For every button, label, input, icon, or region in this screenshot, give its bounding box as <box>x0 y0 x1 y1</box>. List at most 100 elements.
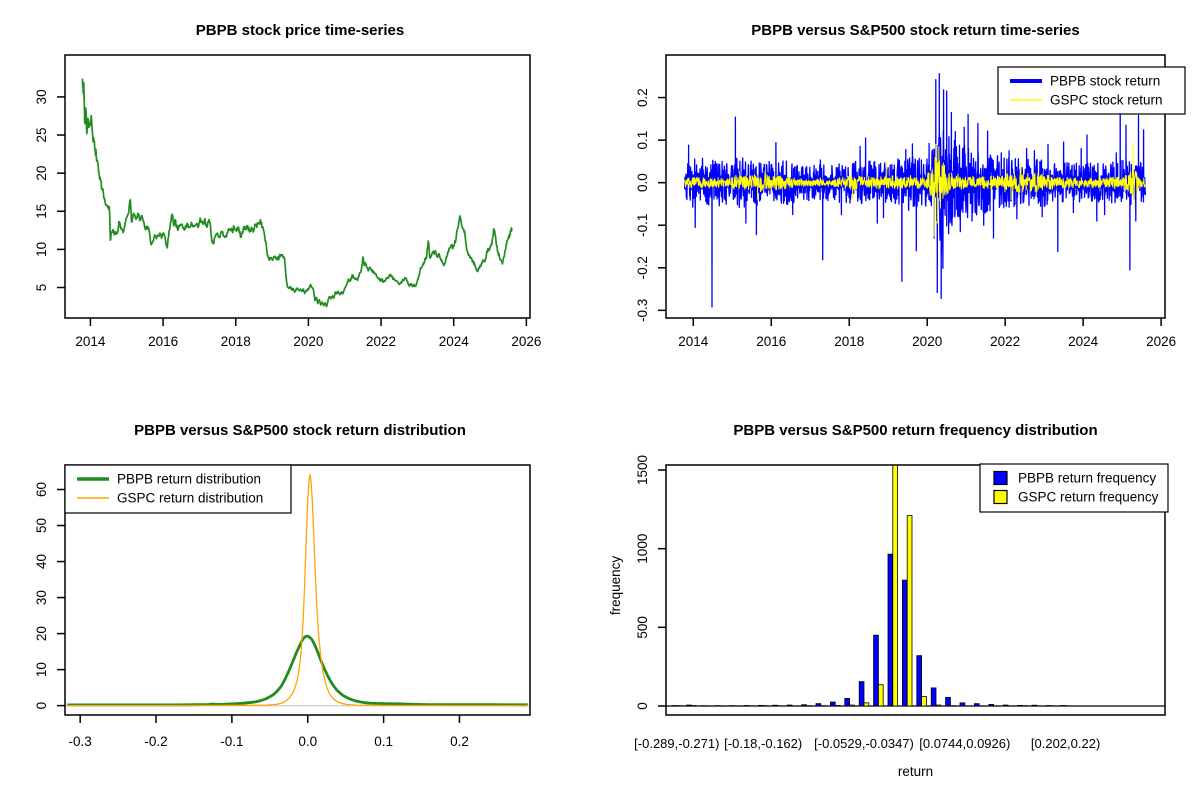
svg-text:0.2: 0.2 <box>635 88 650 107</box>
returns-chart-title: PBPB versus S&P500 stock return time-ser… <box>751 22 1080 39</box>
svg-text:[0.0744,0.0926): [0.0744,0.0926) <box>919 736 1010 751</box>
svg-text:-0.1: -0.1 <box>635 214 650 237</box>
bin-labels: [-0.289,-0.271) [-0.18,-0.162) [-0.0529,-0… <box>634 736 1100 751</box>
svg-text:[-0.289,-0.271): [-0.289,-0.271) <box>634 736 719 751</box>
bar <box>930 687 937 707</box>
bar <box>877 684 884 707</box>
bar <box>786 704 793 707</box>
x-axis: 2014 2016 2018 2020 2022 2024 2026 <box>75 318 541 349</box>
legend-label: PBPB stock return <box>1050 74 1160 89</box>
svg-text:[-0.18,-0.162): [-0.18,-0.162) <box>724 736 802 751</box>
density-chart-plot: -0.3 -0.2 -0.1 0.0 0.1 0.2 0 10 20 30 40 50 60 PBPB r… <box>34 464 531 749</box>
legend: PBPB return distribution GSPC return dist… <box>64 464 292 514</box>
svg-text:0: 0 <box>34 702 49 710</box>
series-gspc <box>67 473 528 707</box>
bar <box>829 701 836 707</box>
bar <box>916 655 922 707</box>
svg-text:-0.2: -0.2 <box>635 256 650 279</box>
svg-text:-0.1: -0.1 <box>220 734 243 749</box>
x-axis: -0.3 -0.2 -0.1 0.0 0.1 0.2 <box>69 715 469 749</box>
bar <box>935 704 942 707</box>
histogram-chart-title: PBPB versus S&P500 return frequency dist… <box>733 422 1098 439</box>
returns-chart-plot: 2014 2016 2018 2020 2022 2024 2026 0.2 0.1 0.0 -0.… <box>635 54 1186 349</box>
svg-text:0.1: 0.1 <box>635 131 650 150</box>
bar <box>906 515 913 707</box>
svg-text:2018: 2018 <box>834 334 864 349</box>
svg-text:2022: 2022 <box>366 334 396 349</box>
svg-text:20: 20 <box>34 626 49 641</box>
svg-text:[-0.0529,-0.0347): [-0.0529,-0.0347) <box>814 736 914 751</box>
svg-text:10: 10 <box>34 662 49 677</box>
svg-text:-0.3: -0.3 <box>69 734 92 749</box>
svg-text:[0.202,0.22): [0.202,0.22) <box>1031 736 1100 751</box>
bar <box>863 702 870 707</box>
bar <box>1002 704 1009 707</box>
svg-text:5: 5 <box>34 284 49 292</box>
svg-text:2014: 2014 <box>678 334 709 349</box>
svg-text:2016: 2016 <box>756 334 786 349</box>
svg-text:60: 60 <box>34 482 49 497</box>
bar <box>873 634 879 707</box>
bar <box>1031 704 1038 707</box>
y-axis-label: frequency <box>608 556 623 616</box>
svg-text:2024: 2024 <box>1068 334 1099 349</box>
svg-text:15: 15 <box>34 204 49 219</box>
histogram-chart-plot: 0 500 1000 1500 [-0.289,-0.271) [-0.18,-0.162… <box>608 455 1169 779</box>
density-chart-title: PBPB versus S&P500 stock return distribu… <box>134 422 466 439</box>
legend: PBPB return frequency GSPC return frequen… <box>979 463 1169 513</box>
svg-text:30: 30 <box>34 590 49 605</box>
svg-text:20: 20 <box>34 166 49 181</box>
svg-text:-0.3: -0.3 <box>635 299 650 322</box>
series-pbpb <box>67 634 528 707</box>
svg-text:40: 40 <box>34 554 49 569</box>
legend-label: GSPC return frequency <box>1018 490 1159 505</box>
svg-text:2022: 2022 <box>990 334 1020 349</box>
bar <box>921 696 927 707</box>
bar <box>772 704 779 707</box>
bar <box>757 704 764 707</box>
legend-label: PBPB return frequency <box>1018 471 1156 486</box>
svg-text:1000: 1000 <box>635 534 650 564</box>
plot-box <box>665 464 1166 716</box>
svg-text:30: 30 <box>34 89 49 104</box>
svg-text:500: 500 <box>635 616 650 639</box>
y-axis: 5 10 15 20 25 30 <box>34 89 65 291</box>
svg-text:2016: 2016 <box>148 334 178 349</box>
bar <box>945 696 951 707</box>
svg-text:0: 0 <box>635 702 650 710</box>
bar <box>844 698 851 707</box>
svg-text:2020: 2020 <box>293 334 323 349</box>
bar <box>887 553 894 707</box>
svg-text:0.0: 0.0 <box>298 734 317 749</box>
bar <box>901 579 908 707</box>
price-chart-panel: PBPB stock price time-series 2014 2016 201… <box>0 0 600 400</box>
plot-box <box>64 464 531 716</box>
bar <box>686 704 692 707</box>
bar <box>1017 704 1023 707</box>
bar <box>973 703 980 707</box>
legend-label: GSPC stock return <box>1050 93 1163 108</box>
svg-text:1500: 1500 <box>635 455 650 485</box>
y-axis: 0 500 1000 1500 <box>635 455 666 710</box>
histogram-chart-panel: PBPB versus S&P500 return frequency dist… <box>600 400 1200 800</box>
legend-label: PBPB return distribution <box>117 472 261 487</box>
bars <box>671 464 1071 707</box>
svg-text:2020: 2020 <box>912 334 942 349</box>
bar <box>858 681 865 707</box>
svg-text:0.1: 0.1 <box>374 734 393 749</box>
svg-text:0.2: 0.2 <box>450 734 469 749</box>
svg-text:2018: 2018 <box>221 334 251 349</box>
svg-text:2026: 2026 <box>511 334 541 349</box>
x-axis: 2014 2016 2018 2020 2022 2024 2026 <box>678 318 1176 349</box>
svg-text:2026: 2026 <box>1146 334 1176 349</box>
bar <box>959 702 966 707</box>
svg-text:-0.2: -0.2 <box>144 734 167 749</box>
returns-chart-panel: PBPB versus S&P500 stock return time-ser… <box>600 0 1200 400</box>
bar <box>801 704 807 707</box>
bar <box>815 703 822 707</box>
svg-text:50: 50 <box>34 518 49 533</box>
price-chart-title: PBPB stock price time-series <box>195 22 405 39</box>
plot-box <box>64 54 531 319</box>
series-pbpb <box>684 73 1147 308</box>
